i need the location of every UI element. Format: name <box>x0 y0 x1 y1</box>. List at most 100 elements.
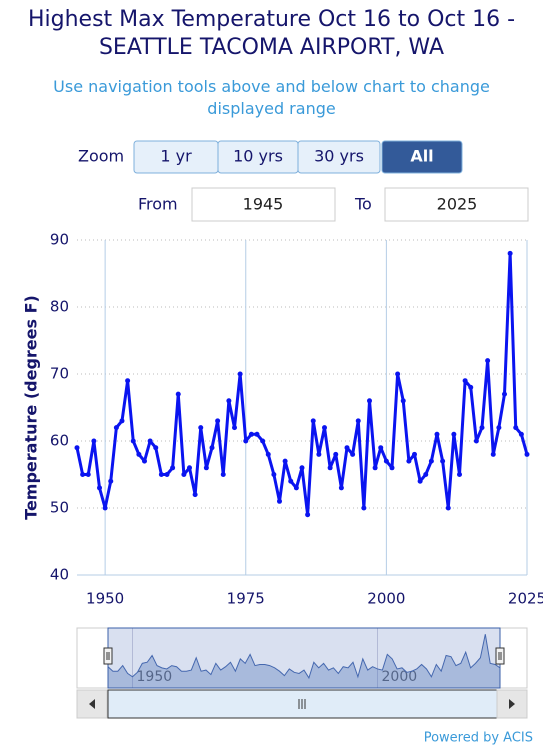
data-point <box>372 465 378 471</box>
navigator-area <box>107 634 501 689</box>
data-point <box>400 398 406 404</box>
data-point <box>91 438 97 444</box>
data-point <box>203 465 209 471</box>
x-tick-label: 1975 <box>227 590 265 608</box>
data-point <box>237 371 243 377</box>
data-point <box>187 465 192 471</box>
data-point <box>361 505 367 511</box>
data-point <box>282 458 288 464</box>
data-point <box>316 451 322 457</box>
zoom-button[interactable] <box>297 140 381 174</box>
data-point <box>333 451 339 457</box>
scroll-arrow <box>89 699 95 709</box>
from-label: From <box>138 195 178 214</box>
data-point <box>299 465 305 471</box>
navigator-handle[interactable] <box>495 647 505 665</box>
chart-subtitle: Use navigation tools above and below cha… <box>53 77 490 118</box>
zoom-button-label[interactable]: 10 yrs <box>233 147 283 166</box>
data-point <box>457 472 462 477</box>
data-point <box>468 384 474 390</box>
data-point <box>288 478 294 484</box>
data-point <box>248 431 254 437</box>
data-point <box>344 445 350 451</box>
data-point <box>113 425 119 431</box>
data-point <box>327 465 333 471</box>
zoom-button-label[interactable]: 30 yrs <box>314 147 364 166</box>
x-tick-label: 1950 <box>86 590 124 608</box>
from-value[interactable]: 1945 <box>243 195 284 214</box>
to-value[interactable]: 2025 <box>437 195 478 214</box>
data-point <box>102 505 108 511</box>
data-point <box>406 458 412 464</box>
y-tick-label: 60 <box>50 432 69 450</box>
zoom-button[interactable] <box>381 140 463 174</box>
data-point <box>170 465 176 471</box>
x-tick-label: 2000 <box>367 590 405 608</box>
data-point <box>473 438 479 444</box>
data-point <box>97 485 102 491</box>
data-point <box>260 438 266 444</box>
data-point <box>215 418 221 424</box>
to-input[interactable] <box>384 187 529 222</box>
y-tick-label: 50 <box>50 499 69 517</box>
zoom-button-label[interactable]: All <box>410 147 433 166</box>
data-point <box>417 478 423 484</box>
navigator-mask <box>107 627 501 689</box>
data-point <box>209 445 215 451</box>
data-point <box>445 505 451 511</box>
data-point <box>496 425 502 431</box>
data-point <box>395 371 401 377</box>
data-point <box>490 451 496 457</box>
data-point <box>412 451 417 457</box>
data-point <box>518 431 524 437</box>
zoom-label: Zoom <box>78 147 124 166</box>
data-point <box>147 438 153 444</box>
navigator-tick-label: 1950 <box>137 669 173 685</box>
navigator-handle[interactable] <box>103 647 113 665</box>
data-point <box>338 485 344 491</box>
data-point <box>502 391 507 397</box>
data-point <box>378 445 384 451</box>
data-point <box>198 425 204 431</box>
data-point <box>271 472 277 477</box>
data-point <box>74 445 80 451</box>
data-point <box>119 418 125 424</box>
data-point <box>130 438 136 444</box>
y-tick-label: 40 <box>50 566 69 584</box>
y-tick-label: 90 <box>50 231 69 249</box>
zoom-button-label[interactable]: 1 yr <box>160 147 192 166</box>
y-axis-label: Temperature (degrees F) <box>22 295 41 520</box>
data-point <box>226 398 232 404</box>
data-point <box>305 512 311 518</box>
credits[interactable]: Powered by ACIS <box>424 731 533 746</box>
data-point <box>440 458 446 464</box>
data-point <box>125 378 131 384</box>
data-point <box>423 472 429 477</box>
data-point <box>310 418 316 424</box>
data-point <box>367 398 372 404</box>
data-point <box>293 485 299 491</box>
data-point <box>350 451 356 457</box>
data-point <box>254 431 260 437</box>
data-point <box>485 358 491 364</box>
data-point <box>153 445 159 451</box>
data-point <box>175 391 181 397</box>
data-point <box>108 478 114 484</box>
data-point <box>136 451 142 457</box>
from-input[interactable] <box>191 187 336 222</box>
x-tick-label: 2025 <box>508 590 543 608</box>
data-point <box>462 378 468 384</box>
data-point <box>243 438 249 444</box>
data-point <box>265 451 271 457</box>
data-point <box>524 451 530 457</box>
scroll-arrow <box>509 699 515 709</box>
chart-title: Highest Max Temperature Oct 16 to Oct 16… <box>27 7 516 60</box>
data-point <box>164 472 170 477</box>
data-point <box>80 472 86 477</box>
data-point <box>434 431 440 437</box>
data-point <box>220 472 226 477</box>
data-point <box>513 425 519 431</box>
data-point <box>322 425 327 431</box>
